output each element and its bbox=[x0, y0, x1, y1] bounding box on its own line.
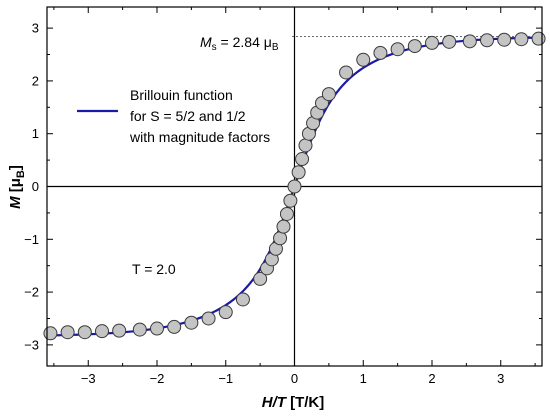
data-point bbox=[43, 326, 58, 341]
data-point bbox=[373, 45, 388, 60]
y-title-open: [μ bbox=[7, 178, 24, 196]
data-point bbox=[95, 324, 109, 339]
x-tick-label: −1 bbox=[218, 371, 233, 386]
x-axis-title: H/T [T/K] bbox=[262, 394, 325, 411]
x-tick-label: 0 bbox=[291, 371, 298, 386]
data-point bbox=[60, 325, 75, 340]
data-point bbox=[295, 152, 310, 167]
data-point bbox=[291, 165, 306, 180]
data-point bbox=[150, 321, 164, 336]
data-point bbox=[184, 315, 199, 330]
data-point bbox=[339, 65, 354, 80]
x-title-italic: H/T bbox=[262, 394, 288, 411]
data-point bbox=[514, 32, 529, 47]
saturation-annotation: Ms = 2.84 μB bbox=[200, 34, 279, 53]
data-point bbox=[390, 42, 405, 57]
data-point bbox=[287, 179, 302, 194]
y-title-close: ] bbox=[7, 165, 24, 170]
sat-symbol: M bbox=[200, 34, 212, 50]
y-tick-label: −1 bbox=[24, 232, 39, 247]
data-point bbox=[218, 305, 233, 320]
data-point bbox=[279, 206, 294, 221]
data-point bbox=[298, 138, 313, 153]
data-point bbox=[407, 39, 422, 54]
data-point bbox=[167, 319, 182, 334]
y-title-sub: B bbox=[15, 170, 27, 178]
temperature-annotation: T = 2.0 bbox=[132, 261, 176, 277]
y-tick-label: −2 bbox=[24, 285, 39, 300]
data-point bbox=[132, 322, 147, 337]
data-point bbox=[442, 34, 457, 49]
x-tick-label: −2 bbox=[150, 371, 165, 386]
sat-unit-subscript: B bbox=[272, 42, 279, 53]
data-point bbox=[201, 311, 216, 326]
sat-subscript: s bbox=[212, 42, 217, 53]
data-point bbox=[283, 193, 298, 208]
data-point bbox=[321, 87, 336, 102]
data-point bbox=[77, 325, 92, 340]
sat-value-text: = 2.84 μ bbox=[217, 34, 272, 50]
x-tick-label: 1 bbox=[360, 371, 367, 386]
data-point bbox=[356, 52, 371, 67]
x-tick-label: 2 bbox=[428, 371, 435, 386]
data-point bbox=[276, 219, 291, 234]
data-point bbox=[253, 271, 268, 286]
data-point bbox=[480, 33, 494, 48]
y-tick-label: −3 bbox=[24, 337, 39, 352]
legend: Brillouin function for S = 5/2 and 1/2 w… bbox=[77, 87, 270, 145]
y-axis-title: M [μB] bbox=[7, 165, 27, 209]
y-tick-label: 2 bbox=[32, 73, 39, 88]
data-point bbox=[235, 292, 250, 307]
x-tick-label: 3 bbox=[497, 371, 504, 386]
legend-line-2: for S = 5/2 and 1/2 bbox=[130, 108, 246, 124]
y-tick-label: 1 bbox=[32, 126, 39, 141]
y-tick-label: 0 bbox=[32, 179, 39, 194]
data-points-layer bbox=[43, 31, 546, 341]
data-point bbox=[497, 32, 512, 47]
data-point bbox=[462, 34, 477, 49]
legend-line-3: with magnitude factors bbox=[129, 129, 270, 145]
x-title-rest: [T/K] bbox=[286, 394, 324, 411]
legend-line-1: Brillouin function bbox=[130, 87, 233, 103]
plot-frame bbox=[46, 6, 543, 367]
x-tick-label: −3 bbox=[81, 371, 96, 386]
data-point bbox=[425, 35, 439, 50]
data-point bbox=[273, 231, 288, 246]
y-title-italic: M bbox=[7, 196, 24, 209]
data-point bbox=[112, 323, 127, 338]
data-point bbox=[531, 31, 546, 46]
y-tick-label: 3 bbox=[32, 21, 39, 36]
